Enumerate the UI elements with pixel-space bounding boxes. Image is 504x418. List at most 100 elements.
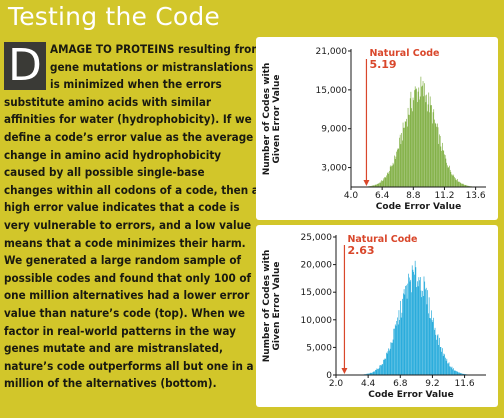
histogram-bar: [408, 277, 410, 375]
histogram-bar: [427, 104, 429, 187]
histogram-bar: [431, 310, 432, 375]
histogram-bar: [372, 372, 374, 375]
histogram-bar: [402, 298, 403, 375]
histogram-bar: [421, 86, 422, 187]
drop-cap: D: [4, 42, 46, 90]
histogram-bar: [439, 135, 441, 187]
histogram-bar: [444, 154, 445, 187]
histogram-bar: [422, 81, 424, 187]
histogram-bar: [399, 319, 401, 375]
histogram-bar: [457, 181, 459, 187]
histogram-bar: [400, 317, 402, 375]
histogram-bar: [407, 126, 408, 187]
histogram-bar: [374, 185, 375, 187]
article-line: AMAGE TO PROTEINS resulting from: [50, 42, 263, 56]
histogram-bar: [414, 274, 415, 375]
histogram-bar: [380, 365, 382, 375]
histogram-bar: [366, 373, 367, 375]
histogram-bar: [404, 127, 405, 187]
histogram-bar: [378, 368, 380, 375]
y-tick-label: 21,000: [316, 47, 348, 57]
histogram-bar: [420, 290, 422, 375]
article-line: We generated a large random sample of: [4, 253, 242, 268]
histogram-bar: [437, 127, 439, 187]
x-tick-label: 4.0: [344, 191, 359, 201]
histogram-bar: [419, 99, 420, 187]
histogram-bar: [395, 156, 397, 187]
histogram-top: 3,000 9,000 15,000 21,000 4.0 6.4 8.8 11.2 13.6 C…: [262, 47, 486, 212]
histogram-bar: [454, 178, 456, 187]
histogram-bar: [426, 304, 428, 375]
histogram-bar: [431, 320, 433, 375]
histogram-bar: [461, 373, 462, 375]
article-line: define a code’s error value as the avera…: [4, 129, 254, 144]
histogram-bar: [415, 89, 417, 187]
article-line: gene mutations or mistranslations: [50, 59, 254, 74]
histogram-bar: [417, 102, 418, 187]
histogram-bar: [456, 371, 458, 375]
histogram-bar: [372, 185, 374, 187]
histogram-bar: [418, 87, 420, 187]
histogram-bar: [407, 283, 409, 375]
histogram-bar: [405, 121, 407, 187]
x-tick-label: 13.6: [466, 191, 486, 201]
histogram-bar: [403, 127, 405, 187]
histogram-bar: [422, 295, 424, 375]
histogram-bar: [446, 162, 447, 187]
histogram-bar: [372, 372, 373, 375]
histogram-bar: [423, 276, 425, 375]
histogram-bar: [366, 373, 368, 375]
histogram-bar: [367, 373, 369, 375]
histogram-bar: [446, 358, 448, 375]
histogram-bar: [409, 281, 411, 375]
histogram-bar: [413, 271, 414, 375]
histogram-bar: [395, 325, 397, 375]
histogram-bar: [379, 182, 380, 187]
histogram-bar: [443, 150, 445, 187]
histogram-bar: [388, 348, 389, 375]
histogram-bar: [377, 368, 378, 375]
article-line: changes within all codons of a code, the…: [4, 182, 259, 197]
histogram-bar: [444, 354, 445, 375]
x-tick-label: 2.0: [329, 379, 344, 389]
y-axis-label: Given Error Value: [272, 75, 282, 164]
histogram-bar: [442, 150, 444, 187]
histogram-bar: [389, 170, 390, 187]
histogram-bar: [424, 95, 426, 187]
histogram-bar: [452, 369, 454, 375]
histogram-bar: [403, 293, 404, 375]
histogram-bar: [377, 183, 379, 187]
histogram-bar: [380, 181, 382, 187]
histogram-bar: [389, 166, 391, 187]
histogram-bar: [424, 281, 426, 375]
histogram-bar: [404, 121, 406, 187]
histogram-bar: [383, 359, 384, 375]
histogram-bar: [417, 91, 419, 187]
histogram-bar: [459, 372, 461, 375]
histogram-bar: [370, 372, 372, 375]
article-body: AMAGE TO PROTEINS resulting from gene mut…: [4, 41, 263, 393]
histogram-bar: [409, 114, 410, 187]
histogram-bar: [410, 91, 412, 187]
histogram-bar: [425, 102, 427, 187]
histogram-bar: [399, 134, 401, 187]
histogram-bar: [394, 158, 396, 187]
x-tick-label: 6.8: [393, 379, 408, 389]
histogram-bar: [410, 279, 412, 375]
histogram-bar: [394, 328, 395, 375]
histogram-bar: [386, 175, 387, 187]
histogram-bar: [414, 260, 416, 375]
histogram-bar: [425, 287, 427, 375]
histogram-bar: [391, 342, 392, 375]
histogram-bar: [387, 173, 388, 187]
histogram-bar: [416, 88, 417, 187]
histogram-bar: [374, 184, 376, 187]
histogram-bar: [449, 366, 451, 375]
histogram-bar: [408, 273, 409, 375]
histogram-bar: [452, 174, 454, 187]
histogram-bar: [442, 142, 443, 187]
histogram-bar: [400, 300, 401, 375]
histogram-bar: [412, 97, 414, 187]
article-line: factor in real-world patterns in the way: [4, 323, 236, 338]
histogram-bar: [378, 183, 380, 187]
